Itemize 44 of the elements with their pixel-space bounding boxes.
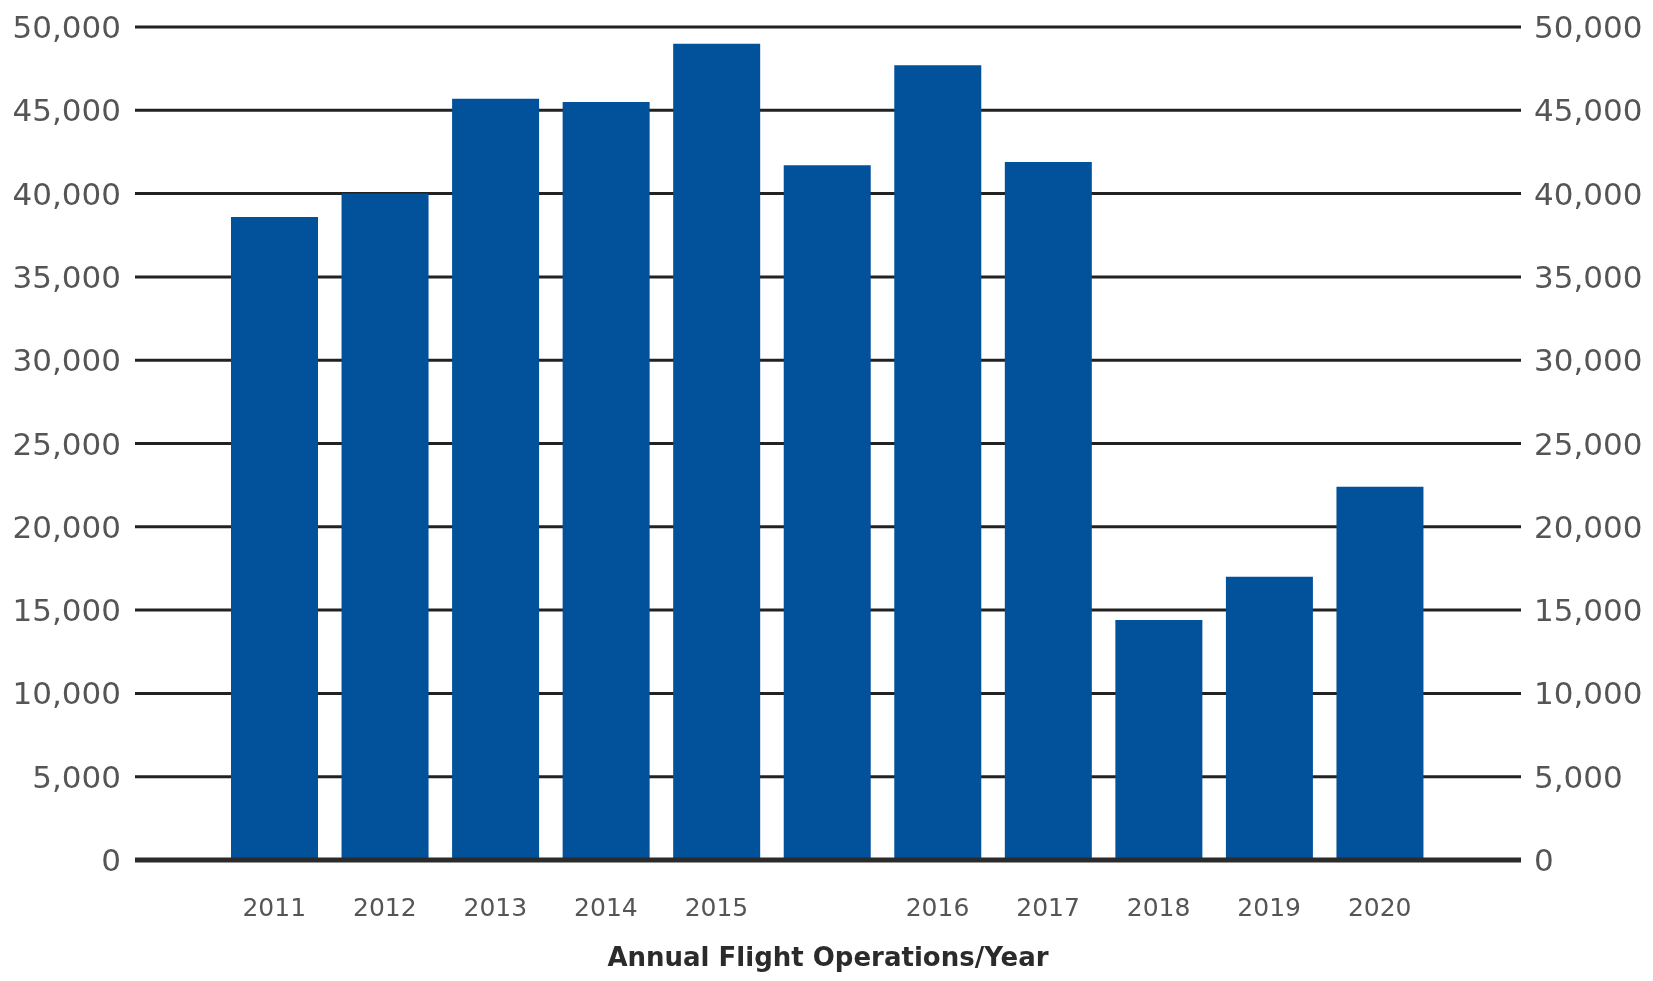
- y-tick-label: 20,000: [12, 508, 121, 545]
- bar: [673, 43, 761, 860]
- bar: [1004, 161, 1092, 860]
- y2-tick-label: 25,000: [1534, 425, 1643, 462]
- y-tick-label: 0: [101, 842, 121, 879]
- y-tick-label: 40,000: [12, 175, 121, 212]
- y-tick-label: 10,000: [12, 675, 121, 712]
- y2-tick-label: 15,000: [1534, 592, 1643, 629]
- x-tick-label: 2018: [1126, 892, 1191, 922]
- y2-tick-label: 0: [1534, 842, 1554, 879]
- y-tick-label: 25,000: [12, 425, 121, 462]
- bar: [1336, 486, 1424, 860]
- y2-tick-label: 30,000: [1534, 342, 1643, 379]
- y-tick-label: 5,000: [32, 758, 121, 795]
- bar: [562, 101, 650, 860]
- x-tick-label: 2012: [353, 892, 417, 922]
- bar: [341, 193, 429, 860]
- bar: [1115, 620, 1203, 860]
- y2-tick-label: 45,000: [1534, 92, 1643, 129]
- x-tick-label: 2013: [463, 892, 528, 922]
- x-tick-label: 2020: [1347, 892, 1412, 922]
- bar: [894, 65, 982, 860]
- y2-tick-label: 40,000: [1534, 175, 1643, 212]
- y2-tick-label: 10,000: [1534, 675, 1643, 712]
- y-tick-label: 30,000: [12, 342, 121, 379]
- y2-tick-label: 35,000: [1534, 258, 1643, 295]
- bar: [1225, 576, 1313, 860]
- x-tick-label: 2017: [1016, 892, 1080, 922]
- x-tick-label: 2014: [574, 892, 638, 922]
- y-tick-label: 15,000: [12, 592, 121, 629]
- x-axis-title: Annual Flight Operations/Year: [607, 942, 1049, 972]
- y-tick-label: 50,000: [12, 9, 121, 46]
- x-tick-label: 2011: [242, 892, 307, 922]
- y2-tick-label: 20,000: [1534, 508, 1643, 545]
- x-tick-label: 2019: [1237, 892, 1301, 922]
- y-tick-label: 45,000: [12, 92, 121, 129]
- x-tick-label: 2015: [684, 892, 749, 922]
- bar: [231, 216, 318, 860]
- bar: [783, 165, 871, 860]
- bar: [452, 98, 540, 860]
- y-tick-label: 35,000: [12, 258, 121, 295]
- x-tick-label: 2016: [905, 892, 970, 922]
- y2-tick-label: 5,000: [1534, 758, 1623, 795]
- y2-tick-label: 50,000: [1534, 9, 1643, 46]
